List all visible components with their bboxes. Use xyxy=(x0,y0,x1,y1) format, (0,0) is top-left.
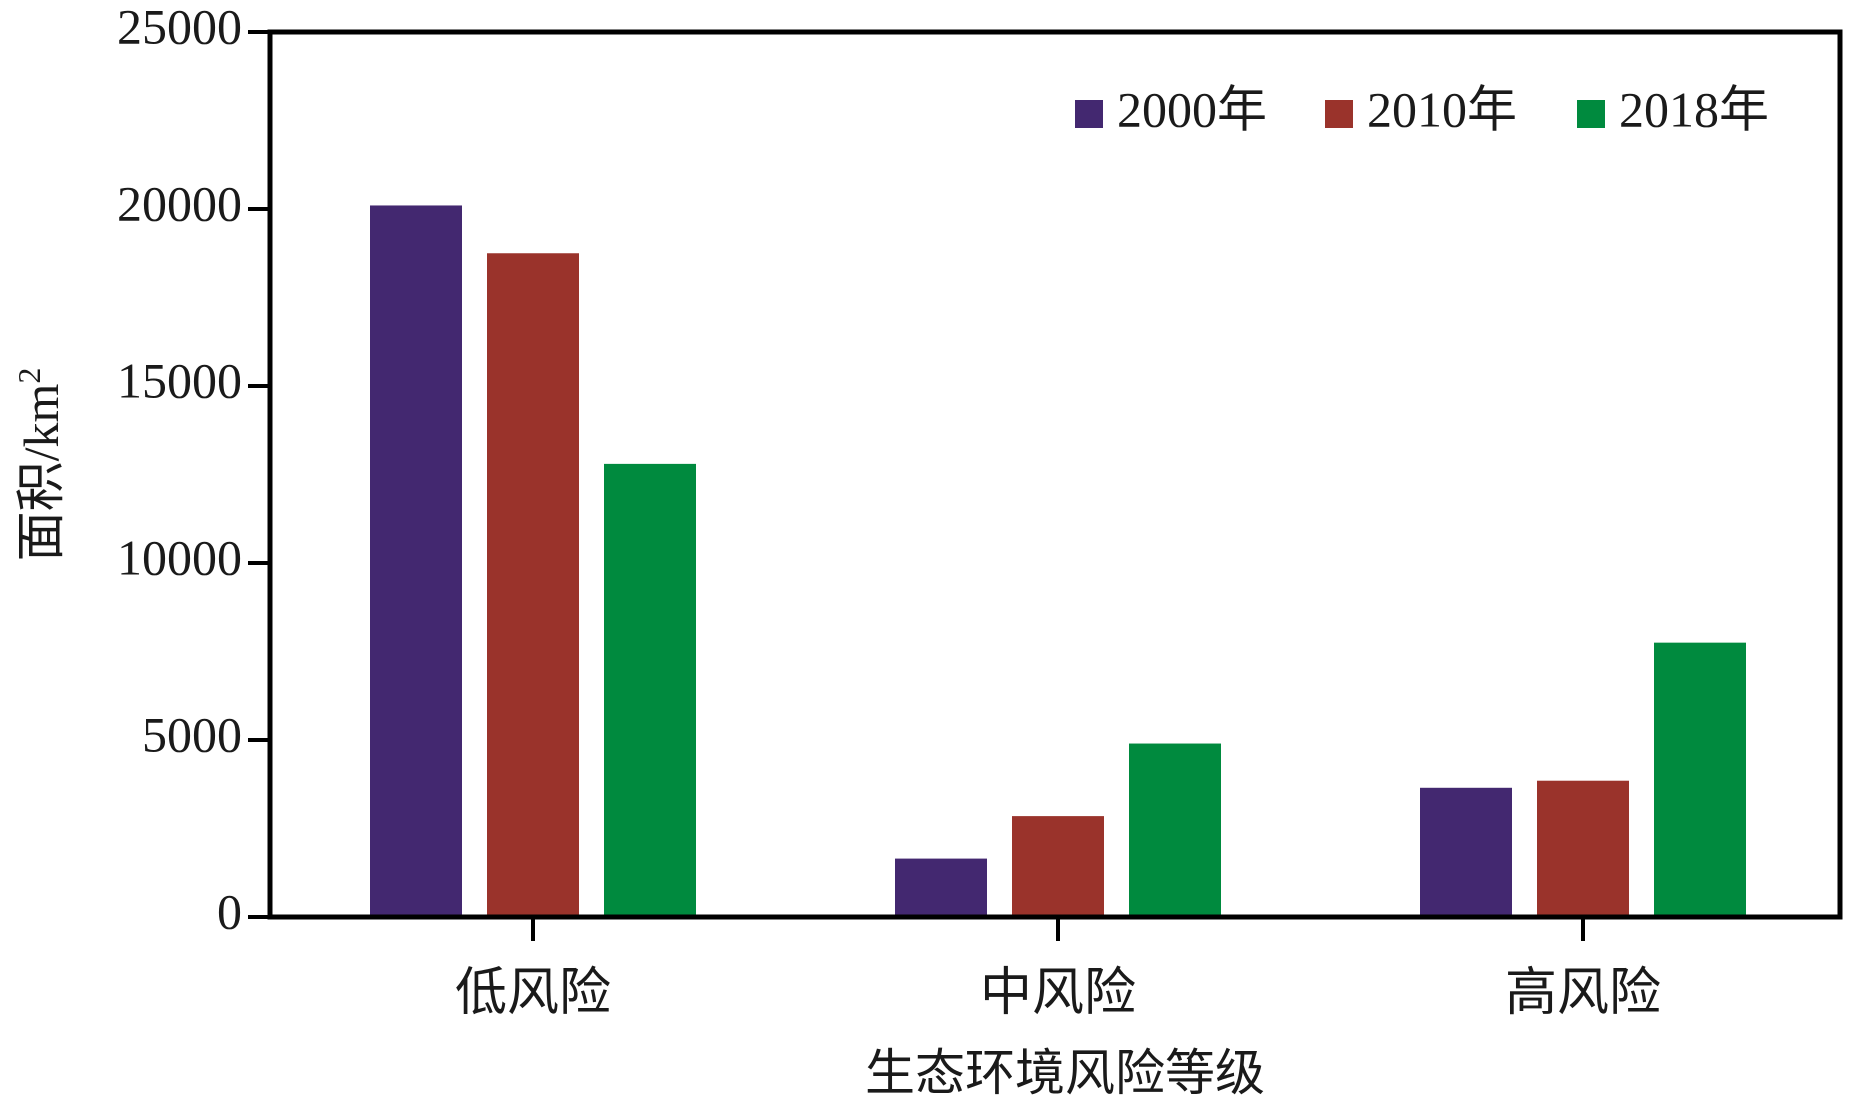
y-tick-label: 5000 xyxy=(142,706,242,762)
y-tick-label: 0 xyxy=(217,883,242,939)
y-axis-title-superscript: 2 xyxy=(11,368,47,384)
legend-swatch-2018年 xyxy=(1577,100,1605,128)
bar-2010年-中风险 xyxy=(1012,816,1104,917)
bar-2018年-低风险 xyxy=(604,463,696,917)
x-tick-label: 高风险 xyxy=(1505,965,1661,1022)
x-tick-label: 低风险 xyxy=(455,965,611,1022)
y-tick-label: 10000 xyxy=(117,529,242,585)
bar-2000年-中风险 xyxy=(895,858,987,917)
y-axis-ticks: 0 5000 10000 15000 20000 25000 xyxy=(117,0,270,939)
legend: 2000年 2010年 2018年 xyxy=(1075,81,1769,137)
bar-2018年-中风险 xyxy=(1129,743,1221,917)
y-tick-label: 20000 xyxy=(117,175,242,231)
bar-2018年-高风险 xyxy=(1654,642,1746,917)
x-axis-title: 生态环境风险等级 xyxy=(865,1045,1265,1101)
bars-group xyxy=(370,205,1746,917)
x-axis-ticks: 低风险 中风险 高风险 xyxy=(455,917,1661,1022)
y-axis-title: 面积/km2 xyxy=(11,368,69,562)
bar-2010年-低风险 xyxy=(487,253,579,917)
bar-2000年-高风险 xyxy=(1420,787,1512,917)
y-tick-label: 15000 xyxy=(117,352,242,408)
legend-swatch-2010年 xyxy=(1325,100,1353,128)
x-tick-label: 中风险 xyxy=(980,965,1136,1022)
legend-label: 2018年 xyxy=(1619,81,1769,137)
legend-swatch-2000年 xyxy=(1075,100,1103,128)
bar-2000年-低风险 xyxy=(370,205,462,917)
plot-frame xyxy=(267,29,1843,920)
bar-2010年-高风险 xyxy=(1537,780,1629,917)
y-tick-label: 25000 xyxy=(117,0,242,54)
legend-label: 2010年 xyxy=(1367,81,1517,137)
legend-label: 2000年 xyxy=(1117,81,1267,137)
y-axis-title-main: 面积/km xyxy=(13,384,69,562)
